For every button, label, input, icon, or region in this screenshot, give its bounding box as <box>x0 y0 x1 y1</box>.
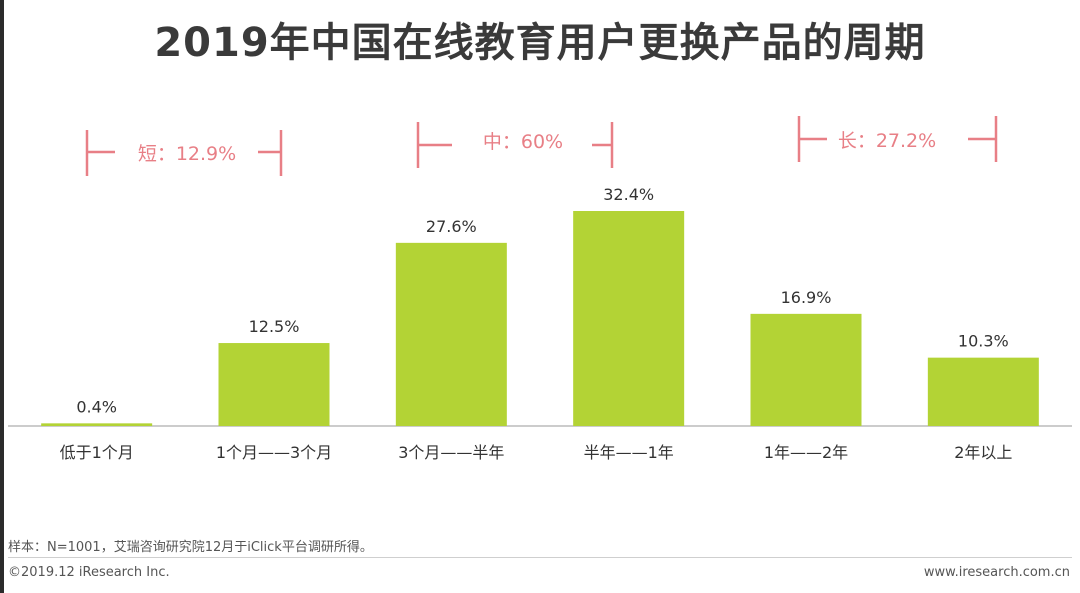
left-border <box>0 0 4 593</box>
bar-value-label-4: 16.9% <box>781 288 832 307</box>
category-label-1: 1个月——3个月 <box>216 443 332 462</box>
website-url: www.iresearch.com.cn <box>923 565 1070 580</box>
bar-value-label-1: 12.5% <box>249 317 300 336</box>
bracket-short-label: 短：12.9% <box>137 143 237 165</box>
chart-title: 2019年中国在线教育用户更换产品的周期 <box>154 20 926 66</box>
copyright-text: ©2019.12 iResearch Inc. <box>8 565 170 580</box>
bar-5 <box>927 357 1039 426</box>
bar-value-label-0: 0.4% <box>76 397 117 416</box>
bar-4 <box>750 313 862 426</box>
bar-3 <box>573 211 685 426</box>
bar-value-label-5: 10.3% <box>958 332 1009 351</box>
category-label-5: 2年以上 <box>954 443 1012 462</box>
category-label-0: 低于1个月 <box>60 443 134 462</box>
bar-0 <box>41 423 153 426</box>
bar-chart: 0.4% 低于1个月 12.5% 1个月——3个月 27.6% 3个月——半年 32.4% 半… <box>8 185 1072 462</box>
sample-note: 样本：N=1001，艾瑞咨询研究院12月于iClick平台调研所得。 <box>8 540 373 555</box>
bar-1 <box>218 343 330 426</box>
category-label-4: 1年——2年 <box>764 443 848 462</box>
bracket-long-label: 长：27.2% <box>837 130 937 152</box>
footer-divider <box>8 557 1072 558</box>
bracket-annotations <box>85 116 998 176</box>
category-label-2: 3个月——半年 <box>398 443 504 462</box>
category-label-3: 半年——1年 <box>584 443 674 462</box>
bar-value-label-3: 32.4% <box>603 185 654 204</box>
bracket-medium-label: 中：60% <box>482 131 564 153</box>
bar-value-label-2: 27.6% <box>426 217 477 236</box>
bar-2 <box>395 242 507 426</box>
